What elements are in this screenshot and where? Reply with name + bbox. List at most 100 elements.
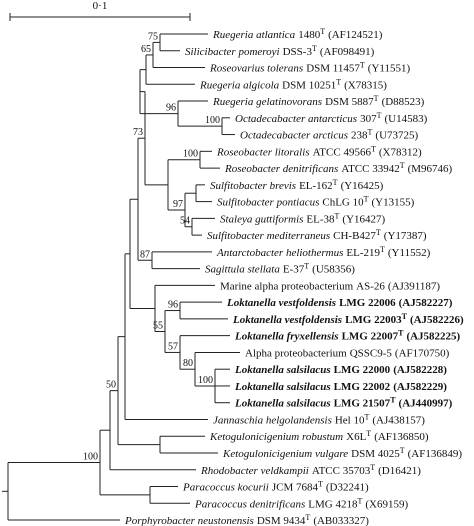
accession: (M96746): [408, 163, 453, 175]
bootstrap-value: 100: [205, 115, 220, 126]
strain: LMG 4218: [308, 498, 358, 510]
strain: 238: [351, 130, 368, 142]
accession: (AJ582229): [393, 381, 447, 393]
type-strain-mark: T: [320, 27, 325, 36]
type-strain-mark: T: [358, 496, 363, 505]
accession: (U14583): [384, 113, 427, 125]
taxon-name: Ketogulonicigenium robustum: [209, 431, 343, 443]
strain: E-37: [283, 264, 305, 276]
taxon-label: Sulfitobacter brevis EL-162T (Y16425): [210, 178, 384, 192]
bootstrap-value: 97: [173, 199, 183, 210]
accession: (AB033327): [313, 515, 369, 526]
type-strain-mark: T: [360, 61, 365, 70]
accession: (AF124521): [328, 29, 383, 41]
strain: EL-219: [346, 247, 380, 259]
strain: LMG 22007: [342, 331, 399, 343]
strain: AS-26: [356, 280, 385, 292]
type-strain-mark: T: [333, 178, 338, 187]
taxon-name: Ruegeria atlantica: [212, 29, 296, 41]
type-strain-mark: T: [312, 44, 317, 53]
bootstrap-value: 80: [183, 358, 193, 369]
strain: LMG 22006: [339, 297, 396, 309]
type-strain-mark: T: [336, 77, 341, 86]
accession: (AF098491): [320, 46, 375, 58]
taxon-label: Octadecabacter arcticus 238T (U73725): [240, 128, 419, 142]
type-strain-mark: T: [335, 211, 340, 220]
taxon-name: Rhodobacter veldkampii: [200, 465, 309, 477]
type-strain-mark: T: [364, 195, 369, 204]
taxon-name: Jannaschia helgolandensis: [213, 414, 332, 426]
strain: DSM 10251: [282, 79, 336, 91]
taxon-label: Loktanella vestfoldensis LMG 22006 (AJ5822…: [226, 297, 453, 309]
taxon-name: Ruegeria gelatinovorans: [212, 96, 322, 108]
type-strain-mark: T: [318, 480, 323, 489]
taxon-name: Paracoccus denitrificans: [194, 498, 305, 510]
taxon-name: Roseobacter denitrificans: [224, 163, 338, 175]
taxon-label: Loktanella fryxellensis LMG 22007T (AJ5822…: [234, 329, 461, 343]
accession: (D88523): [382, 96, 425, 108]
strain: JCM 7684: [272, 482, 319, 494]
type-strain-mark: T: [365, 412, 370, 421]
strain: DSS-3: [283, 46, 313, 58]
bootstrap-value: 50: [106, 380, 116, 391]
bootstrap-value: 57: [168, 341, 178, 352]
taxon-name: Antarctobacter heliothermus: [216, 247, 343, 259]
accession: (Y16425): [341, 180, 384, 192]
taxon-name: Ruegeria algicola: [199, 79, 280, 91]
accession: (AJ438157): [372, 414, 425, 426]
taxon-name: Loktanella fryxellensis: [234, 331, 339, 343]
taxon-name: Sulfitobacter brevis: [210, 180, 296, 192]
taxon-label: Antarctobacter heliothermus EL-219T (Y1155…: [216, 245, 431, 259]
taxon-label: Alpha proteobacterium QSSC9-5 (AF170750): [245, 347, 450, 359]
strain: 1480: [298, 29, 321, 41]
bootstrap-value: 73: [133, 127, 143, 138]
accession: (Y16427): [342, 213, 385, 225]
taxon-label: Rhodobacter veldkampii ATCC 35703T (D16421…: [200, 463, 421, 477]
bootstrap-value: 100: [183, 149, 198, 160]
taxon-label: Loktanella vestfoldensis LMG 22003T (AJ582…: [232, 312, 464, 326]
type-strain-mark: T: [304, 262, 309, 271]
taxon-label: Jannaschia helgolandensis Hel 10T (AJ43815…: [213, 412, 425, 426]
strain: ATCC 49566: [313, 146, 372, 158]
accession: (Y11551): [368, 63, 411, 75]
accession: (U73725): [375, 130, 418, 142]
taxon-name: Alpha proteobacterium: [245, 347, 347, 359]
accession: (U58356): [312, 264, 355, 276]
strain: EL-38: [306, 213, 335, 225]
type-strain-mark: T: [398, 329, 404, 338]
type-strain-mark: T: [402, 312, 408, 321]
taxon-name: Octadecabacter arcticus: [240, 130, 348, 142]
taxon-label: Silicibacter pomeroyi DSS-3T (AF098491): [185, 44, 375, 58]
taxon-label: Roseobacter litoralis ATCC 49566T (X78312): [216, 144, 422, 158]
bootstrap-value: 100: [83, 452, 98, 463]
bootstrap-value: 65: [141, 44, 151, 55]
accession: (AF136850): [374, 431, 429, 443]
taxon-name: Staleya guttiformis: [220, 213, 303, 225]
strain: LMG 22003: [345, 314, 402, 326]
strain: DSM 5887: [325, 96, 374, 108]
accession: (AJ440997): [399, 398, 453, 410]
taxon-label: Roseobacter denitrificans ATCC 33942T (M96…: [224, 161, 453, 175]
taxon-name: Loktanella salsilacus: [234, 381, 331, 393]
accession: (AF170750): [395, 347, 450, 359]
type-strain-mark: T: [400, 161, 405, 170]
accession: (D16421): [378, 465, 421, 477]
taxon-name: Loktanella salsilacus: [234, 398, 331, 410]
type-strain-mark: T: [368, 128, 373, 137]
taxon-label: Sulfitobacter mediterraneus CH-B427T (Y173…: [207, 228, 427, 242]
taxon-name: Porphyrobacter neustonensis: [124, 515, 254, 526]
strain: CH-B427: [333, 230, 376, 242]
taxon-name: Marine alpha proteobacterium: [220, 280, 354, 292]
taxon-label: Loktanella salsilacus LMG 22002 (AJ582229): [234, 381, 447, 393]
taxon-label: Ruegeria gelatinovorans DSM 5887T (D88523): [212, 94, 425, 108]
strain: X6L: [346, 431, 366, 443]
strain: ATCC 33942: [341, 163, 399, 175]
taxon-label: Marine alpha proteobacterium AS-26 (AJ3911…: [220, 280, 440, 292]
strain: 307: [360, 113, 377, 125]
type-strain-mark: T: [390, 396, 396, 405]
accession: (AJ582228): [393, 364, 447, 376]
type-strain-mark: T: [400, 446, 405, 455]
accession: (AF136849): [408, 448, 463, 460]
accession: (Y17387): [384, 230, 427, 242]
